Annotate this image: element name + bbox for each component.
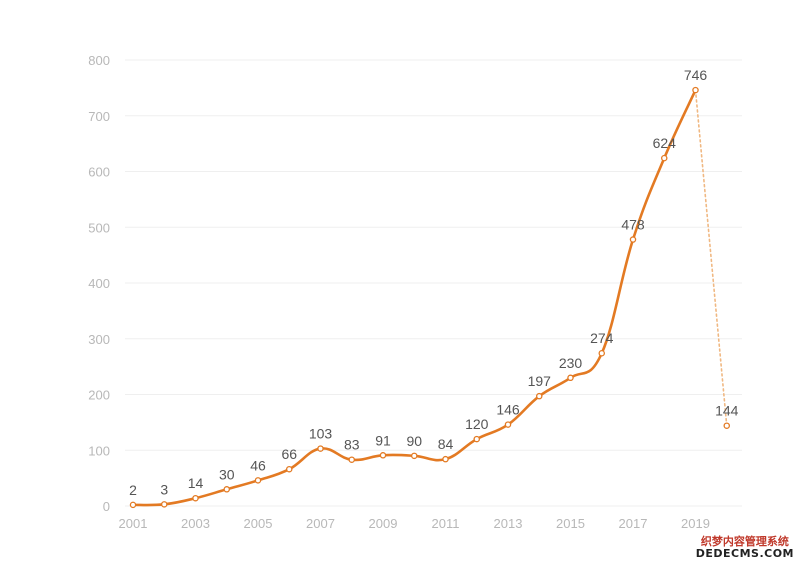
- y-axis-ticks: 0 100 200 300 400 500 600 700 800: [88, 53, 110, 514]
- x-tick-label: 2015: [556, 516, 585, 531]
- x-tick-label: 2011: [432, 516, 460, 531]
- data-label: 624: [653, 135, 677, 151]
- data-label: 2: [129, 482, 137, 498]
- x-tick-label: 2007: [306, 516, 335, 531]
- y-tick-label: 100: [88, 443, 110, 458]
- y-tick-label: 300: [88, 332, 110, 347]
- y-tick-label: 800: [88, 53, 110, 68]
- y-tick-label: 400: [88, 276, 110, 291]
- data-point: [348, 456, 355, 463]
- x-axis-ticks: 2001 2003 2005 2007 2009 2011 2013 2015 2017 2019: [119, 516, 710, 531]
- x-tick-label: 2013: [494, 516, 523, 531]
- data-point: [567, 374, 574, 382]
- data-label: 46: [250, 457, 266, 473]
- data-point: [223, 486, 230, 493]
- x-tick-label: 2003: [181, 516, 210, 531]
- data-point: [192, 494, 199, 502]
- data-point: [473, 435, 480, 443]
- data-label: 91: [375, 432, 391, 448]
- y-tick-label: 200: [88, 388, 110, 403]
- y-tick-label: 700: [88, 109, 110, 124]
- watermark-title: 织梦内容管理系统: [700, 534, 789, 548]
- data-label: 30: [219, 466, 235, 482]
- x-tick-label: 2001: [119, 516, 148, 531]
- grid-lines: [125, 59, 742, 507]
- data-label: 66: [281, 446, 297, 462]
- x-tick-label: 2009: [369, 516, 398, 531]
- data-point: [629, 236, 637, 243]
- data-label: 746: [684, 67, 708, 83]
- series-lines: [131, 88, 728, 507]
- data-point: [504, 421, 512, 428]
- data-point: [254, 477, 262, 484]
- data-label: 144: [715, 403, 739, 419]
- y-tick-label: 0: [103, 499, 110, 514]
- data-label: 14: [188, 475, 204, 491]
- y-tick-label: 600: [88, 165, 110, 180]
- data-point: [379, 452, 387, 459]
- x-tick-label: 2017: [619, 516, 648, 531]
- data-label: 230: [559, 355, 583, 371]
- data-label: 103: [309, 426, 333, 442]
- data-point: [317, 445, 324, 452]
- data-point: [442, 455, 449, 463]
- data-label: 84: [438, 436, 454, 452]
- data-label: 90: [406, 433, 422, 449]
- watermark-url: DEDECMS.COM: [695, 546, 794, 560]
- data-label: 120: [465, 416, 489, 432]
- data-point: [598, 349, 606, 357]
- data-label: 197: [528, 373, 552, 389]
- data-labels: 2 3 14 30 46 66 103 83 91 90 84 120 146 197 230 274 478 6…: [129, 67, 739, 498]
- data-point: [410, 452, 418, 460]
- data-point: [536, 392, 543, 400]
- data-label: 274: [590, 330, 614, 346]
- data-point: [160, 501, 168, 508]
- data-point: [692, 86, 699, 94]
- data-point: [285, 465, 293, 473]
- data-label: 146: [496, 402, 520, 418]
- data-label: 83: [344, 437, 360, 453]
- series-line-dotted: [694, 89, 728, 427]
- data-points: [129, 86, 731, 509]
- x-tick-label: 2005: [244, 516, 273, 531]
- data-point: [723, 422, 731, 429]
- data-label: 478: [621, 217, 645, 233]
- data-point: [129, 501, 137, 509]
- data-label: 3: [160, 481, 168, 497]
- y-tick-label: 500: [88, 220, 110, 235]
- x-tick-label: 2019: [681, 516, 710, 531]
- watermark: 织梦内容管理系统 DEDECMS.COM: [695, 534, 794, 560]
- data-point: [661, 154, 668, 162]
